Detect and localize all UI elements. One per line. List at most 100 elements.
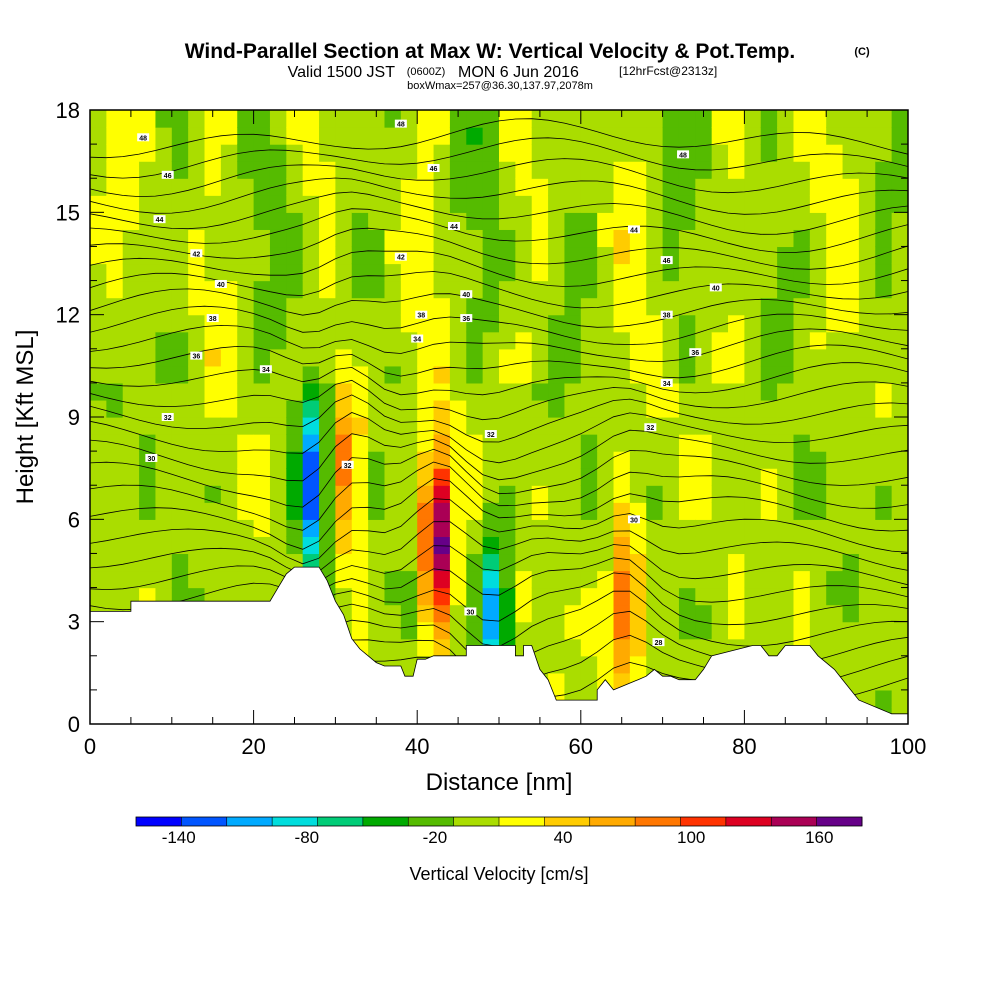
heatmap-cell: [155, 485, 173, 503]
heatmap-cell: [875, 655, 893, 674]
heatmap-cell: [466, 110, 484, 128]
heatmap-cell: [269, 502, 287, 520]
heatmap-cell: [580, 110, 598, 128]
heatmap-cell: [220, 553, 238, 572]
heatmap-cell: [335, 263, 353, 282]
heatmap-cell: [139, 519, 157, 537]
heatmap-cell: [449, 297, 467, 316]
heatmap-cell: [482, 331, 500, 350]
x-tick-label: 60: [569, 734, 593, 759]
heatmap-cell: [482, 127, 500, 145]
heatmap-cell: [400, 468, 418, 486]
heatmap-cell: [188, 399, 206, 418]
isentrope-label-text: 34: [262, 367, 270, 374]
isentrope-label-text: 44: [450, 224, 458, 231]
colorbar-swatch: [226, 817, 273, 826]
heatmap-cell: [122, 502, 140, 520]
heatmap-cell: [548, 434, 566, 452]
heatmap-cell: [122, 246, 140, 265]
heatmap-cell: [171, 229, 189, 248]
isentrope-label: 48: [137, 133, 150, 142]
heatmap-cell: [204, 587, 222, 606]
heatmap-cell: [122, 536, 140, 555]
heatmap-cell: [384, 451, 402, 469]
heatmap-cell: [809, 399, 827, 418]
heatmap-cell: [515, 331, 533, 350]
heatmap-cell: [662, 382, 680, 401]
heatmap-cell: [400, 297, 418, 316]
heatmap-cell: [384, 127, 402, 145]
heatmap-cell: [760, 246, 778, 265]
heatmap-cell: [188, 195, 206, 213]
heatmap-cell: [678, 365, 696, 384]
isentrope-line: [90, 429, 908, 482]
heatmap-cell: [220, 229, 238, 248]
heatmap-cell: [384, 348, 402, 367]
heatmap-cell: [842, 331, 860, 350]
heatmap-cell: [875, 246, 893, 265]
heatmap-cell: [90, 485, 107, 503]
heatmap-cell: [744, 348, 762, 367]
heatmap-cell: [122, 399, 140, 418]
heatmap-cell: [499, 127, 516, 145]
heatmap-cell: [613, 434, 631, 452]
heatmap-cell: [613, 399, 631, 418]
heatmap-cell: [171, 570, 189, 589]
heatmap-cell: [597, 417, 615, 435]
heatmap-cell: [760, 519, 778, 537]
heatmap-cell: [809, 195, 827, 213]
heatmap-cell: [433, 553, 451, 572]
heatmap-cell: [400, 485, 418, 503]
heatmap-cell: [286, 468, 304, 486]
heatmap-cell: [793, 553, 811, 572]
heatmap-cell: [564, 570, 582, 589]
heatmap-cell: [646, 297, 664, 316]
heatmap-cell: [548, 536, 566, 555]
heatmap-cell: [335, 212, 353, 230]
heatmap-cell: [351, 144, 369, 162]
heatmap-cell: [319, 434, 336, 452]
heatmap-cell: [139, 161, 157, 179]
heatmap-cell: [777, 451, 795, 469]
heatmap-cell: [646, 195, 664, 213]
heatmap-cell: [449, 161, 467, 179]
heatmap-cell: [678, 536, 696, 555]
heatmap-cell: [580, 314, 598, 333]
heatmap-cell: [482, 280, 500, 299]
heatmap-cell: [842, 621, 860, 640]
heatmap-cell: [302, 229, 320, 248]
heatmap-cell: [777, 195, 795, 213]
heatmap-cell: [809, 229, 827, 248]
heatmap-cell: [629, 485, 647, 503]
heatmap-cell: [875, 672, 893, 691]
heatmap-cell: [220, 331, 238, 350]
heatmap-cell: [760, 212, 778, 230]
isentrope-label: 40: [214, 279, 227, 289]
heatmap-cell: [891, 229, 908, 248]
heatmap-cell: [646, 331, 664, 350]
isentrope-label: 38: [415, 310, 428, 320]
heatmap-cell: [711, 587, 729, 606]
heatmap-cell: [122, 280, 140, 299]
heatmap-cell: [515, 434, 533, 452]
heatmap-cell: [188, 468, 206, 486]
heatmap-cell: [449, 621, 467, 640]
heatmap-cell: [499, 280, 516, 299]
heatmap-cell: [826, 451, 844, 469]
heatmap-cell: [662, 417, 680, 435]
heatmap-cell: [826, 399, 844, 418]
heatmap-cell: [809, 468, 827, 486]
heatmap-cell: [335, 587, 353, 606]
heatmap-cell: [139, 229, 157, 248]
heatmap-cell: [384, 587, 402, 606]
heatmap-cell: [564, 110, 582, 128]
heatmap-cell: [417, 144, 435, 162]
isentrope-label-text: 28: [655, 640, 663, 647]
heatmap-cell: [531, 348, 549, 367]
heatmap-cell: [760, 604, 778, 623]
isentrope-label-text: 40: [462, 292, 470, 299]
heatmap-cell: [466, 246, 484, 265]
heatmap-cell: [695, 195, 713, 213]
heatmap-cell: [335, 161, 353, 179]
heatmap-cell: [875, 502, 893, 520]
